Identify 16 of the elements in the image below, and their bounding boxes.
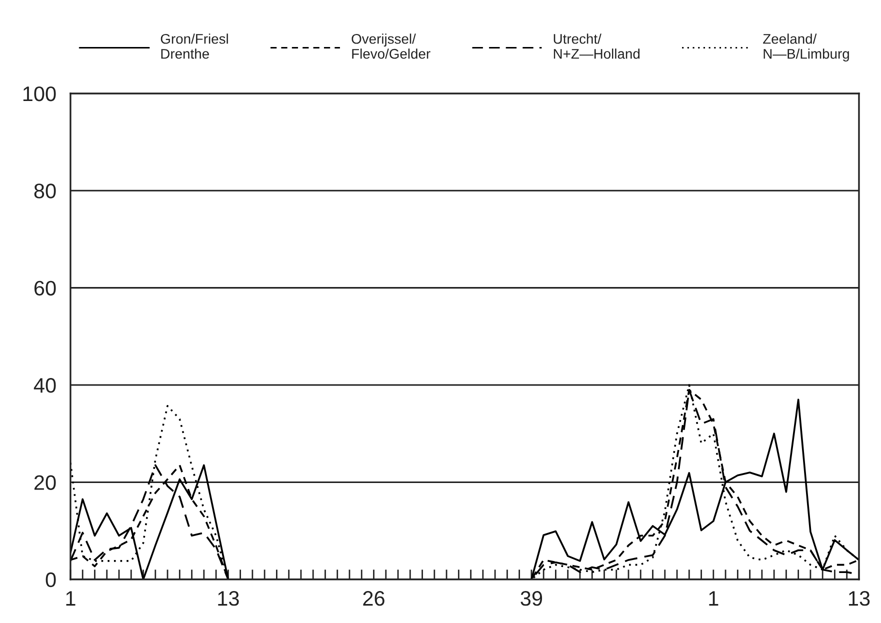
y-tick-label: 40 — [34, 378, 56, 393]
y-tick-label: 60 — [34, 280, 56, 296]
x-tick-label: 13 — [848, 591, 870, 606]
x-tick-label: 1 — [709, 591, 718, 606]
y-tick-label: 20 — [34, 475, 56, 490]
y-tick-label: 100 — [23, 86, 56, 102]
legend-label: Gron/Friesl Drenthe — [160, 34, 228, 59]
x-tick-label: 1 — [66, 591, 76, 606]
legend-label: Utrecht/ N+Z—Holland — [554, 34, 640, 59]
legend-label: Zeeland/ N—B/Limburg — [763, 34, 849, 62]
x-tick-label: 26 — [363, 591, 384, 606]
x-tick-label: 39 — [520, 591, 542, 606]
legend-label: Overijssel/ Flevo/Gelder — [352, 34, 430, 59]
y-tick-label: 0 — [46, 572, 56, 588]
y-tick-label: 80 — [34, 184, 56, 198]
x-tick-label: 13 — [218, 591, 239, 606]
